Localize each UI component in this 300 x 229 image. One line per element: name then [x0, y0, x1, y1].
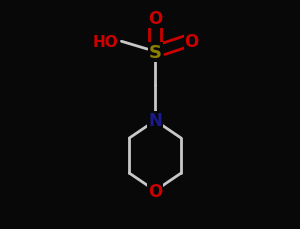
Text: N: N [148, 112, 162, 130]
Text: O: O [184, 33, 199, 51]
Text: S: S [149, 44, 162, 61]
Text: O: O [148, 10, 162, 28]
Text: O: O [148, 182, 162, 200]
Text: HO: HO [93, 35, 119, 49]
